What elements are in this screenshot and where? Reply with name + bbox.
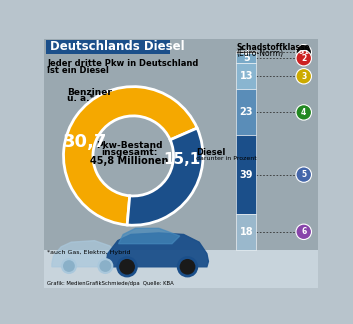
FancyBboxPatch shape: [236, 214, 257, 250]
FancyBboxPatch shape: [44, 39, 318, 288]
Text: 1: 1: [244, 49, 249, 55]
FancyBboxPatch shape: [46, 40, 170, 53]
FancyBboxPatch shape: [236, 51, 257, 53]
FancyBboxPatch shape: [236, 53, 257, 63]
Text: 45,8 Millionen: 45,8 Millionen: [90, 156, 169, 166]
Text: 23: 23: [240, 107, 253, 117]
FancyBboxPatch shape: [236, 135, 257, 214]
Text: Grafik: MedienGrafikSchmiede/dpa  Quelle: KBA: Grafik: MedienGrafikSchmiede/dpa Quelle:…: [47, 281, 174, 286]
Text: Diesel: Diesel: [196, 148, 226, 157]
Text: 2: 2: [301, 54, 306, 63]
Circle shape: [296, 51, 311, 66]
Text: darunter in Prozent: darunter in Prozent: [196, 156, 257, 161]
Text: 18: 18: [240, 227, 253, 237]
Text: Jeder dritte Pkw in Deutschland: Jeder dritte Pkw in Deutschland: [47, 59, 199, 68]
Text: *auch Gas, Elektro, Hybrid: *auch Gas, Elektro, Hybrid: [47, 250, 131, 255]
FancyBboxPatch shape: [44, 250, 318, 288]
Text: 0/1: 0/1: [298, 50, 309, 55]
Circle shape: [296, 105, 311, 120]
Circle shape: [296, 224, 311, 239]
Wedge shape: [64, 87, 197, 225]
Text: Benziner: Benziner: [67, 87, 112, 97]
Text: Deutschlands Diesel: Deutschlands Diesel: [49, 40, 184, 53]
Circle shape: [62, 259, 76, 273]
Text: 6: 6: [301, 227, 306, 236]
Text: 15,1: 15,1: [163, 152, 201, 167]
Text: 5: 5: [243, 53, 250, 63]
Circle shape: [296, 167, 311, 182]
FancyBboxPatch shape: [236, 89, 257, 135]
Polygon shape: [52, 241, 119, 267]
Text: insgesamt:: insgesamt:: [101, 148, 157, 157]
Circle shape: [98, 259, 112, 273]
Polygon shape: [119, 228, 180, 244]
Text: (Euro-Norm): (Euro-Norm): [236, 49, 283, 58]
Circle shape: [296, 69, 311, 84]
Text: 39: 39: [240, 169, 253, 179]
Text: 3: 3: [301, 72, 306, 81]
Polygon shape: [106, 233, 208, 267]
Text: 4: 4: [301, 108, 306, 117]
Wedge shape: [127, 128, 203, 225]
Circle shape: [296, 44, 311, 60]
FancyBboxPatch shape: [236, 63, 257, 89]
Text: u. a.*: u. a.*: [67, 94, 95, 103]
Text: Pkw-Bestand: Pkw-Bestand: [96, 141, 163, 150]
Text: 30,7: 30,7: [63, 133, 107, 151]
Text: 5: 5: [301, 170, 306, 179]
Text: ist ein Diesel: ist ein Diesel: [47, 66, 109, 75]
Text: Schadstoffklasse: Schadstoffklasse: [236, 43, 310, 52]
Circle shape: [118, 258, 136, 276]
Circle shape: [178, 258, 197, 276]
Text: 13: 13: [240, 71, 253, 81]
